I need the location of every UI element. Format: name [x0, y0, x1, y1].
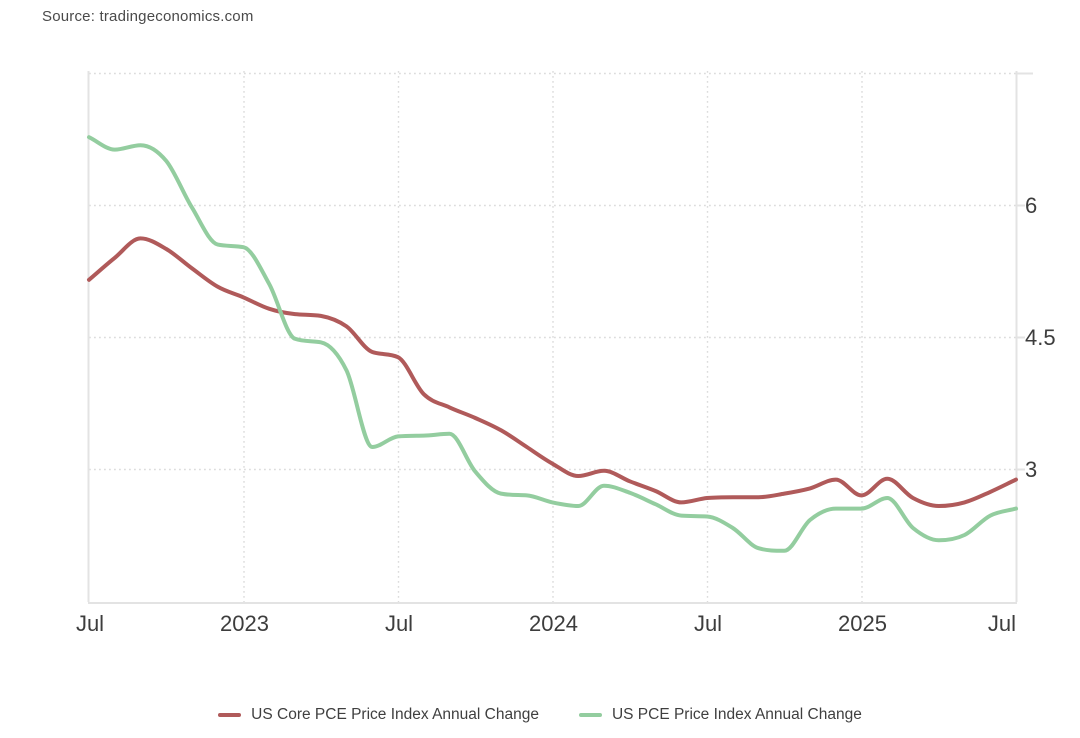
y-axis-label: 3 [1025, 457, 1037, 482]
pce-line [87, 135, 1018, 553]
x-axis-label: Jul [385, 611, 413, 636]
core-pce-line [87, 236, 1018, 508]
x-axis-label: Jul [76, 611, 104, 636]
core-pce-line-swatch-icon [218, 713, 242, 717]
legend-label-core-pce: US Core PCE Price Index Annual Change [251, 706, 539, 723]
pce-line-swatch-icon [578, 713, 602, 717]
legend-item-core-pce[interactable]: US Core PCE Price Index Annual Change [218, 706, 539, 724]
source-credit: Source: tradingeconomics.com [42, 8, 254, 25]
y-axis-label: 4.5 [1025, 325, 1056, 350]
y-axis-label: 6 [1025, 193, 1037, 218]
x-axis-label: Jul [694, 611, 722, 636]
x-axis-label: 2024 [529, 611, 578, 636]
x-axis-label: Jul [988, 611, 1016, 636]
x-axis-label: 2025 [838, 611, 887, 636]
x-axis-label: 2023 [220, 611, 269, 636]
legend-label-pce: US PCE Price Index Annual Change [611, 706, 862, 723]
pce-line-chart: 3 4.5 6 Jul 2023 Jul 2024 Jul 2025 Jul [76, 71, 1056, 636]
chart-legend: US Core PCE Price Index Annual Change US… [0, 706, 1080, 724]
legend-item-pce[interactable]: US PCE Price Index Annual Change [578, 706, 862, 724]
